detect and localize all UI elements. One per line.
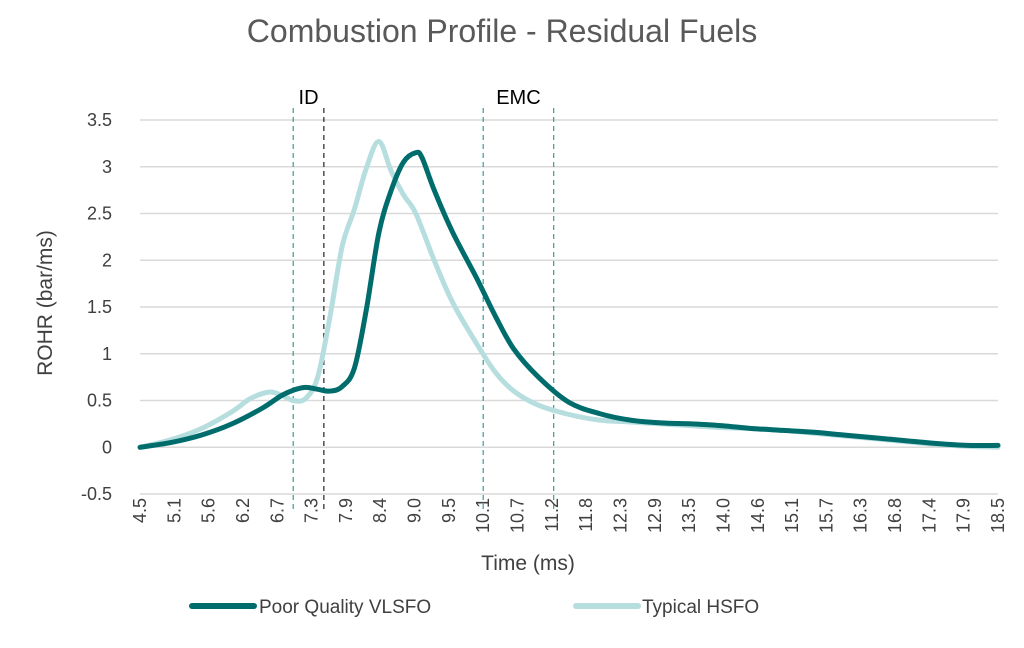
legend-label-hsfo: Typical HSFO: [642, 597, 759, 618]
x-tick-label: 6.2: [233, 498, 253, 523]
annotation-markers: ID EMC: [292, 87, 555, 512]
series-lines: [137, 139, 1001, 450]
x-tick-label: 10.1: [473, 498, 493, 533]
chart-title: Combustion Profile - Residual Fuels: [247, 13, 757, 49]
y-tick-label: 2.5: [87, 204, 112, 224]
x-axis-label: Time (ms): [481, 552, 575, 575]
y-axis-label: ROHR (bar/ms): [34, 230, 57, 376]
x-tick-label: 15.7: [816, 498, 836, 533]
x-tick-label: 9.0: [405, 498, 425, 523]
x-tick-label: 17.4: [919, 498, 939, 533]
y-axis-ticks: -0.5 0 0.5 1 1.5 2 2.5 3 3.5: [81, 110, 112, 504]
y-tick-label: 2: [102, 250, 112, 270]
annotation-label: ID: [299, 87, 319, 109]
x-tick-label: 5.1: [164, 498, 184, 523]
x-tick-label: 6.7: [267, 498, 287, 523]
x-tick-label: 8.4: [370, 498, 390, 523]
x-tick-label: 11.2: [542, 498, 562, 532]
x-tick-label: 12.9: [645, 498, 665, 533]
x-tick-label: 12.3: [610, 498, 630, 533]
annotation-label: EMC: [496, 87, 540, 109]
x-tick-label: 9.5: [439, 498, 459, 523]
legend: Poor Quality VLSFO Typical HSFO: [189, 597, 759, 618]
x-tick-label: 17.9: [954, 498, 974, 533]
x-tick-label: 11.8: [576, 498, 596, 532]
y-tick-label: 1: [102, 344, 112, 364]
x-axis-ticks: 4.5 5.1 5.6 6.2 6.7 7.3 7.9 8.4 9.0 9.5 10.1 10.7 11…: [130, 498, 1008, 533]
x-tick-label: 18.5: [988, 498, 1008, 533]
x-tick-label: 15.1: [782, 498, 802, 533]
x-tick-label: 4.5: [130, 498, 150, 523]
legend-label-vlsfo: Poor Quality VLSFO: [259, 597, 431, 618]
y-tick-label: 0: [102, 437, 112, 457]
gridlines: [140, 119, 998, 495]
y-tick-label: -0.5: [81, 484, 112, 504]
x-tick-label: 5.6: [199, 498, 219, 523]
y-tick-label: 3.5: [87, 110, 112, 130]
x-tick-label: 16.8: [885, 498, 905, 533]
x-tick-label: 13.5: [679, 498, 699, 533]
x-tick-label: 14.6: [748, 498, 768, 533]
x-tick-label: 16.3: [851, 498, 871, 533]
x-tick-label: 14.0: [713, 498, 733, 533]
y-tick-label: 3: [102, 157, 112, 177]
y-tick-label: 0.5: [87, 391, 112, 411]
x-tick-label: 7.3: [302, 498, 322, 523]
y-tick-label: 1.5: [87, 297, 112, 317]
series-line-vlsfo: [137, 149, 1001, 450]
x-tick-label: 10.7: [508, 498, 528, 533]
x-tick-label: 7.9: [336, 498, 356, 523]
